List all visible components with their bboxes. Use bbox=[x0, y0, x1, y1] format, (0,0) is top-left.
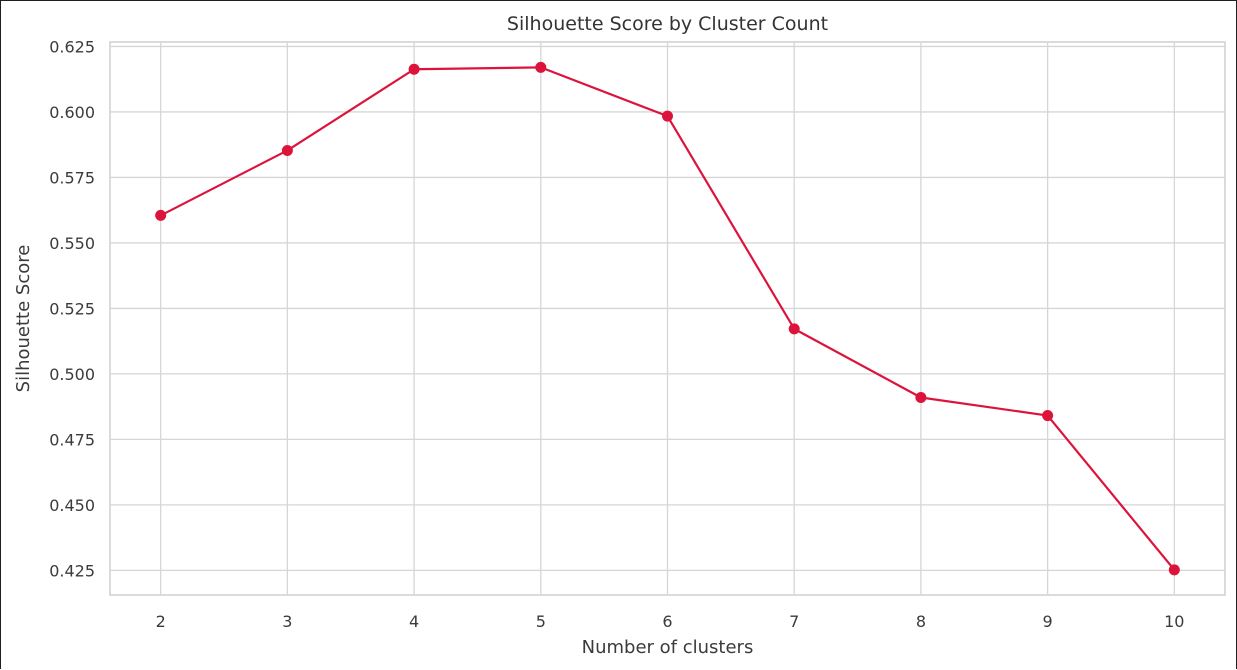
x-tick-label: 9 bbox=[1043, 612, 1053, 631]
data-point bbox=[788, 323, 800, 335]
y-tick-label: 0.550 bbox=[49, 234, 95, 253]
data-point bbox=[408, 63, 420, 75]
y-tick-label: 0.500 bbox=[49, 365, 95, 384]
x-tick-label: 3 bbox=[282, 612, 292, 631]
data-point bbox=[662, 110, 673, 122]
series-silhouette bbox=[155, 61, 1180, 576]
chart-title: Silhouette Score by Cluster Count bbox=[507, 13, 828, 35]
x-tick-label: 8 bbox=[916, 612, 926, 631]
y-axis-title: Silhouette Score bbox=[13, 245, 34, 393]
y-tick-label: 0.600 bbox=[49, 103, 95, 122]
y-tick-label: 0.525 bbox=[49, 299, 95, 318]
y-tick-label: 0.575 bbox=[49, 168, 95, 187]
data-point bbox=[155, 209, 167, 221]
y-tick-label: 0.475 bbox=[49, 430, 95, 449]
data-point bbox=[535, 61, 547, 73]
tick-labels: 2 3 4 5 6 7 8 9 10 0.425 0.450 0.475 0.500 0.525 0.550… bbox=[49, 37, 1184, 631]
data-point bbox=[1168, 564, 1180, 576]
x-tick-label: 10 bbox=[1164, 612, 1184, 631]
y-tick-label: 0.450 bbox=[49, 496, 95, 515]
y-tick-label: 0.425 bbox=[49, 561, 95, 580]
grid-lines bbox=[110, 42, 1225, 595]
data-point bbox=[915, 391, 927, 403]
x-tick-label: 2 bbox=[156, 612, 166, 631]
x-axis-title: Number of clusters bbox=[582, 637, 754, 658]
x-tick-label: 6 bbox=[662, 612, 672, 631]
y-tick-label: 0.625 bbox=[49, 37, 95, 56]
x-tick-label: 4 bbox=[409, 612, 419, 631]
x-tick-label: 5 bbox=[536, 612, 546, 631]
x-tick-label: 7 bbox=[789, 612, 799, 631]
data-point bbox=[1042, 410, 1054, 422]
data-point bbox=[281, 144, 293, 156]
